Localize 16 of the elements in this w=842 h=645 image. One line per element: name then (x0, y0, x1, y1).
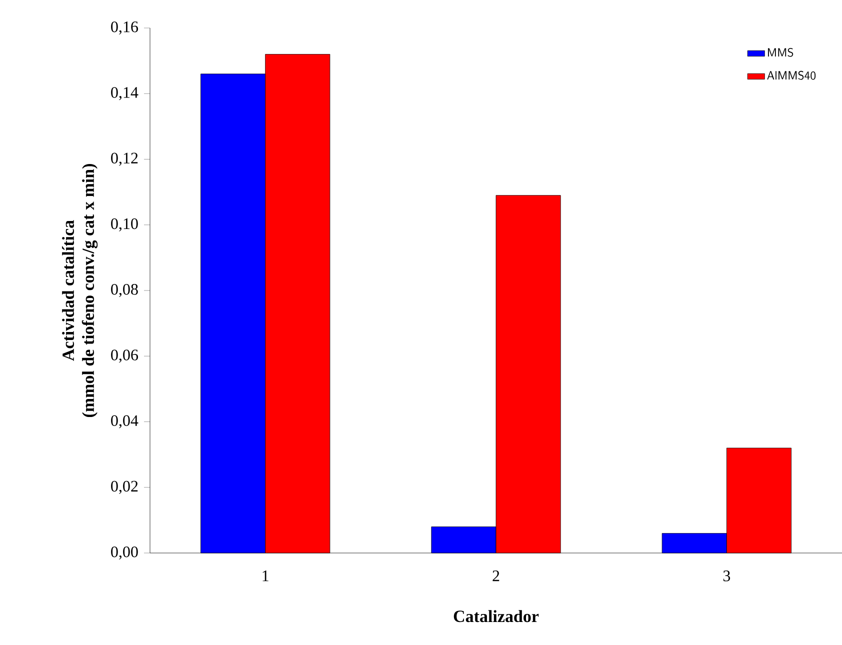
y-tick-label: 0,14 (111, 87, 138, 100)
x-tick-label: 1 (262, 570, 268, 582)
y-tick-label: 0,12 (111, 152, 138, 166)
legend-label: AlMMS40 (767, 70, 816, 80)
y-tick-label: 0,02 (111, 480, 138, 494)
x-tick-label: 2 (492, 570, 500, 582)
y-tick-label: 0,06 (111, 350, 138, 363)
y-axis-title: Actividad catalítica (mmol de tiofeno conv./g cat x min) (62, 164, 98, 417)
y-tick-label: 0,04 (111, 415, 138, 428)
y-tick-label: 0,10 (111, 218, 138, 232)
y-tick-label: 0,08 (111, 284, 138, 298)
legend-label: MMS (768, 48, 794, 57)
x-tick-label: 3 (723, 570, 730, 582)
y-tick-label: 0,16 (111, 21, 138, 35)
y-tick-label: 0,00 (111, 546, 138, 560)
x-axis-title: Catalizador (454, 610, 539, 622)
